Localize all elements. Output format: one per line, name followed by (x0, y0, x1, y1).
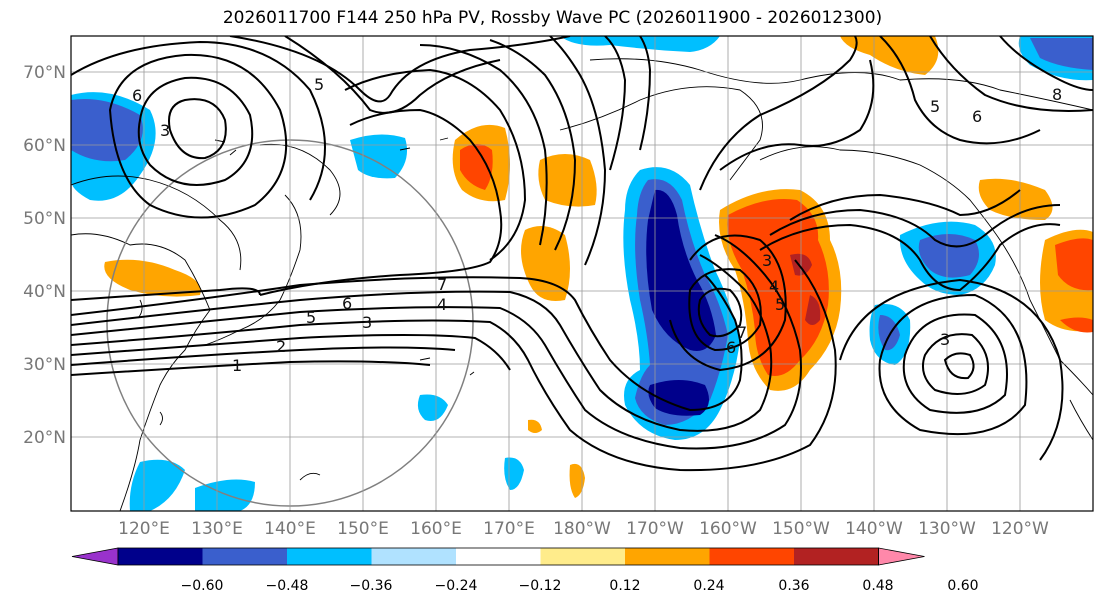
colorbar-segment (456, 548, 541, 565)
colorbar-tick: −0.48 (266, 578, 309, 594)
colorbar-segment (540, 548, 625, 565)
lon-label: 130°W (918, 519, 976, 539)
colorbar-tick: −0.60 (181, 578, 224, 594)
colorbar-tick-labels: −0.60 −0.48 −0.36 −0.24 −0.12 0.12 0.24 … (181, 578, 979, 594)
map-title: 2026011700 F144 250 hPa PV, Rossby Wave … (222, 8, 883, 28)
lat-label: 30°N (23, 355, 66, 375)
lon-label: 150°E (337, 519, 389, 539)
contour-labels: 1 2 3 4 5 6 7 3 4 5 6 7 5 6 5 6 3 3 8 (132, 75, 1062, 375)
colorbar-tick: 0.36 (778, 578, 809, 594)
contour-label: 2 (276, 337, 286, 356)
contour-label: 7 (437, 275, 447, 294)
colorbar-outline (117, 547, 879, 566)
lon-label: 170°E (483, 519, 535, 539)
colorbar-segment (371, 548, 456, 565)
contour-label: 1 (232, 356, 242, 375)
contour-label: 8 (1052, 85, 1062, 104)
colorbar-extend-high (878, 547, 925, 566)
coastlines (71, 58, 1093, 511)
lon-label: 170°W (626, 519, 684, 539)
colorbar-tick: 0.48 (862, 578, 893, 594)
lat-label: 70°N (23, 63, 66, 83)
colorbar-segment (625, 548, 710, 565)
colorbar (71, 547, 925, 566)
colorbar-extend-low (71, 547, 119, 566)
colorbar-segment (709, 548, 794, 565)
colorbar-tick: 0.24 (693, 578, 724, 594)
contour-label: 3 (762, 251, 772, 270)
lat-label: 50°N (23, 209, 66, 229)
contour-label: 5 (314, 75, 324, 94)
lon-label: 150°W (772, 519, 830, 539)
colorbar-segment (287, 548, 372, 565)
contour-label: 5 (930, 97, 940, 116)
contour-label: 5 (775, 295, 785, 314)
contour-label: 5 (306, 308, 316, 327)
contour-label: 7 (737, 323, 747, 342)
colorbar-segment (794, 548, 879, 565)
contour-label: 3 (160, 121, 170, 140)
colorbar-tick: −0.24 (435, 578, 478, 594)
lon-label: 130°E (191, 519, 243, 539)
lon-label: 140°W (845, 519, 903, 539)
contour-label: 6 (726, 338, 736, 357)
lat-label: 40°N (23, 282, 66, 302)
lon-label: 160°W (699, 519, 757, 539)
lon-label: 160°E (410, 519, 462, 539)
map-border (70, 35, 1094, 512)
contour-label: 3 (940, 330, 950, 349)
longitude-labels: 120°E 130°E 140°E 150°E 160°E 170°E 180°… (118, 519, 1049, 539)
latitude-labels: 70°N 60°N 50°N 40°N 30°N 20°N (23, 63, 66, 448)
contour-label: 4 (769, 277, 779, 296)
pv-anomaly-shading (71, 36, 1093, 511)
lon-label: 180°W (553, 519, 611, 539)
pv-contours (71, 36, 1093, 472)
contour-label: 6 (342, 294, 352, 313)
lon-label: 120°E (118, 519, 170, 539)
contour-label: 4 (437, 295, 447, 314)
lat-label: 60°N (23, 136, 66, 156)
colorbar-tick: −0.12 (519, 578, 562, 594)
contour-label: 6 (972, 107, 982, 126)
lon-label: 140°E (264, 519, 316, 539)
lat-label: 20°N (23, 428, 66, 448)
lon-label: 120°W (991, 519, 1049, 539)
colorbar-segment (202, 548, 287, 565)
colorbar-tick: −0.36 (350, 578, 393, 594)
contour-label: 6 (132, 86, 142, 105)
colorbar-tick: 0.12 (609, 578, 640, 594)
colorbar-segment (118, 548, 203, 565)
graticule (71, 36, 1093, 511)
colorbar-tick: 0.60 (947, 578, 978, 594)
contour-label: 3 (362, 313, 372, 332)
